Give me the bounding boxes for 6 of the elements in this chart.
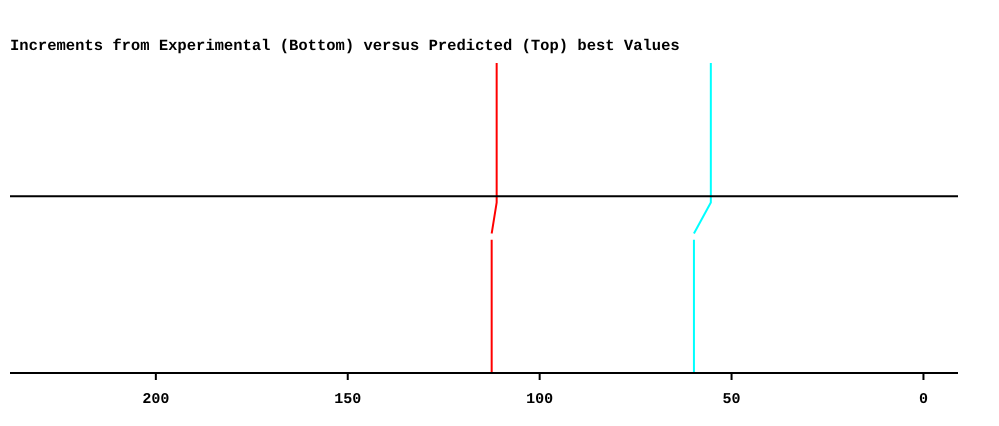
x-tick-label: 200 [142, 391, 170, 408]
x-tick-label: 150 [334, 391, 362, 408]
x-tick-label: 50 [722, 391, 741, 408]
x-tick-label: 100 [526, 391, 554, 408]
x-tick-label: 0 [918, 391, 928, 408]
chart-title: Increments from Experimental (Bottom) versus Predicted (Top) best Values [10, 37, 680, 55]
